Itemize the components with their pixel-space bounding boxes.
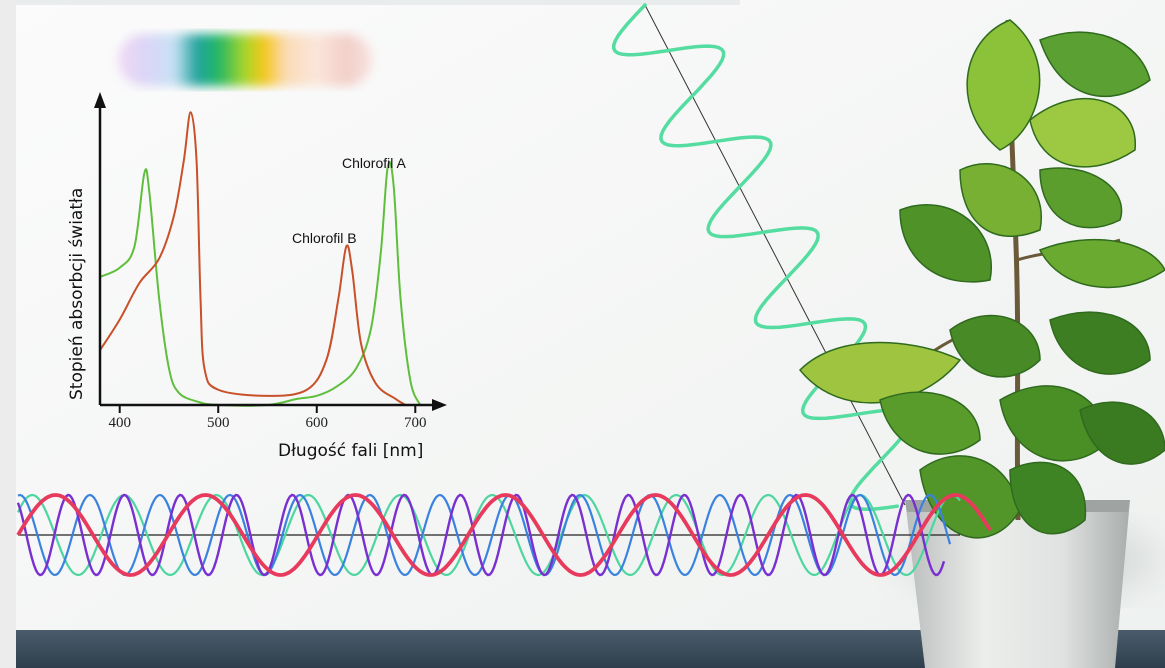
x-tick-label-400: 400 [108,415,131,431]
wave-green [17,493,961,577]
light-ray-wave [611,3,915,512]
light-waves [16,493,992,577]
absorption-chart: 400 500 600 700 Długość fali [nm] Stopień a… [67,92,447,461]
top-light-band [0,0,740,5]
x-tick-label-600: 600 [306,415,329,431]
y-axis-label: Stopień absorbcji światła [67,188,87,400]
fiddle-leaf-fig-plant [798,19,1165,668]
plant-pot [905,500,1130,668]
x-tick-label-700: 700 [404,415,427,431]
series-line-chlorofil-a [99,161,422,407]
series-label-chlorofil-a: Chlorofil A [342,155,406,171]
x-axis-arrow [432,399,447,411]
x-tick-label-500: 500 [207,415,230,431]
y-axis-arrow [94,92,106,108]
visible-spectrum-strip [118,34,372,86]
light-ray-axis [644,4,906,506]
series-line-chlorofil-b [99,111,406,406]
wave-red [16,493,992,577]
left-frame-edge [0,0,16,668]
x-axis-label: Długość fali [nm] [278,441,423,461]
series-label-chlorofil-b: Chlorofil B [292,230,357,246]
